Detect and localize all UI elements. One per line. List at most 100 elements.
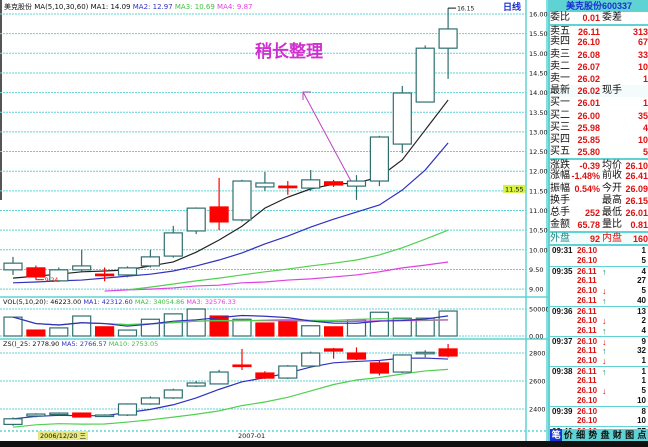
price-tick-label: 13.50 xyxy=(529,109,548,117)
quote-value: 252 xyxy=(584,208,600,218)
quote-value: -0.39 xyxy=(579,161,600,172)
quote-row: 振幅 0.54% 今开 26.09 xyxy=(550,183,648,195)
quote-label: 总手 xyxy=(550,207,570,218)
index-candle xyxy=(278,365,298,379)
panel-tab[interactable]: 细 xyxy=(576,430,586,440)
quote-label2: 最低 xyxy=(602,207,622,218)
price-candle xyxy=(49,269,69,282)
ma2-value: MA2: 12.97 xyxy=(133,3,173,11)
tick-volume: 13 xyxy=(637,306,646,316)
tick-volume: 32 xyxy=(637,345,646,355)
price-tick-label: 9.50 xyxy=(529,266,543,274)
date-label: 2007-01 xyxy=(238,432,265,440)
index-candle xyxy=(346,352,367,360)
date-cursor-bg xyxy=(38,431,88,440)
quote-value: 0.01 xyxy=(582,13,600,23)
volume-bar xyxy=(324,326,344,337)
quote-value2: 35 xyxy=(637,110,648,121)
tick-row: 09:38 26.11 ↑ 1 xyxy=(550,365,648,377)
quote-row: 买四 25.85 10 xyxy=(550,134,648,146)
volume-bar xyxy=(49,327,69,337)
quote-value2: 26.41 xyxy=(625,171,648,182)
quote-value: 25.80 xyxy=(577,147,600,158)
quote-row: 买五 25.80 5 xyxy=(550,146,648,158)
panel-tab[interactable]: 笔 xyxy=(550,429,563,441)
window-edge xyxy=(0,0,2,200)
volume-bar xyxy=(255,322,275,337)
quote-row: 换手 最高 26.15 xyxy=(550,195,648,207)
panel-tab[interactable]: 图 xyxy=(625,430,635,440)
price-tick-label: 11.00 xyxy=(529,207,548,215)
tick-volume: 4 xyxy=(641,266,646,276)
price-candle xyxy=(278,185,298,189)
annotation-text: 稍长整理 xyxy=(255,41,323,62)
tick-row: 09:37 26.10 ↓ 9 xyxy=(550,335,648,347)
index-candle xyxy=(324,348,344,352)
price-tick-label: 11.50 xyxy=(529,187,548,195)
quote-row: 总手 252 最低 26.01 xyxy=(550,207,648,219)
price-tick-label: 10.50 xyxy=(529,227,548,235)
quote-label2: 最高 xyxy=(602,194,622,206)
tick-volume: 1 xyxy=(641,366,646,376)
quote-label2: 前收 xyxy=(602,170,622,182)
arrow-up-icon: ↑ xyxy=(602,266,607,277)
quote-label2: 内盘 xyxy=(602,233,622,245)
quote-value: 25.98 xyxy=(577,122,600,133)
tick-price: 26.11 xyxy=(577,345,597,355)
tick-price: 26.10 xyxy=(577,395,598,405)
price-tick-label: 13.00 xyxy=(529,128,548,136)
quote-label: 卖一 xyxy=(550,72,570,84)
index-ma10-line xyxy=(12,368,449,428)
tick-price: 26.11 xyxy=(577,295,597,305)
quote-label: 金额 xyxy=(550,219,570,231)
price-tick-label: 16.00 xyxy=(529,11,548,19)
period-label[interactable]: 日线 xyxy=(503,1,521,13)
tick-volume: 10 xyxy=(637,415,646,425)
panel-tab[interactable]: 盘 xyxy=(600,430,610,440)
price-tick-label: 12.00 xyxy=(529,168,548,176)
tick-row: 09:35 26.11 ↑ 4 xyxy=(550,265,648,277)
volume-bar xyxy=(301,325,321,337)
price-tick-label: 14.50 xyxy=(529,69,548,77)
quote-label: 买五 xyxy=(550,146,570,158)
tick-price: 26.10 xyxy=(577,245,598,255)
index-candle xyxy=(209,371,229,385)
quote-value2: 10 xyxy=(637,134,648,145)
index-candle xyxy=(94,414,115,418)
panel-tab[interactable]: 财 xyxy=(612,430,622,440)
index-candle xyxy=(140,397,160,405)
tick-time: 09:31 xyxy=(552,245,573,255)
tick-price: 26.11 xyxy=(577,306,597,316)
quote-label: 买四 xyxy=(550,133,570,145)
panel-tab[interactable]: 点 xyxy=(637,430,647,440)
quote-label: 卖五 xyxy=(550,26,570,38)
tick-price: 26.10 xyxy=(577,385,598,395)
quote-value: 26.01 xyxy=(577,98,600,109)
index-candle xyxy=(26,413,46,417)
panel-tab[interactable]: 价 xyxy=(563,430,573,440)
tick-volume: 40 xyxy=(637,295,646,305)
annotation-arrow xyxy=(302,91,353,184)
svg-text:ZS()_25: 2778.90 MA5: 2766.57: ZS()_25: 2778.90 MA5: 2766.57 MA10: 2753… xyxy=(3,340,158,348)
arrow-up-icon: ↑ xyxy=(602,366,607,377)
index-tick-label: 2800 xyxy=(529,350,546,358)
quote-label: 涨跌 xyxy=(550,160,570,172)
quote-label: 卖二 xyxy=(550,60,570,72)
kline-chart[interactable]: 16.00 15.50 15.00 14.50 14.00 13.50 13.00 12.50… xyxy=(0,0,548,441)
quote-value2: 5 xyxy=(642,147,648,158)
ma3-value: MA3: 10.69 xyxy=(175,3,215,11)
current-price-marker-bg xyxy=(503,184,525,193)
quote-value2: 26.01 xyxy=(625,208,648,218)
price-tick-label: 15.50 xyxy=(529,30,548,38)
tick-price: 26.11 xyxy=(577,266,597,276)
index-candle xyxy=(392,354,412,373)
vol-ma3: MA3: 32576.33 xyxy=(186,298,235,306)
volume-bar xyxy=(369,311,389,337)
quote-row: 卖二 26.07 10 xyxy=(550,61,648,73)
tick-volume: 4 xyxy=(641,325,646,335)
tick-row: 26.10 10 xyxy=(550,396,648,406)
tick-price: 26.10 xyxy=(577,255,598,265)
quote-value2: 33 xyxy=(637,49,648,60)
quote-value2: 1 xyxy=(642,73,648,84)
panel-tab[interactable]: 势 xyxy=(588,430,598,440)
